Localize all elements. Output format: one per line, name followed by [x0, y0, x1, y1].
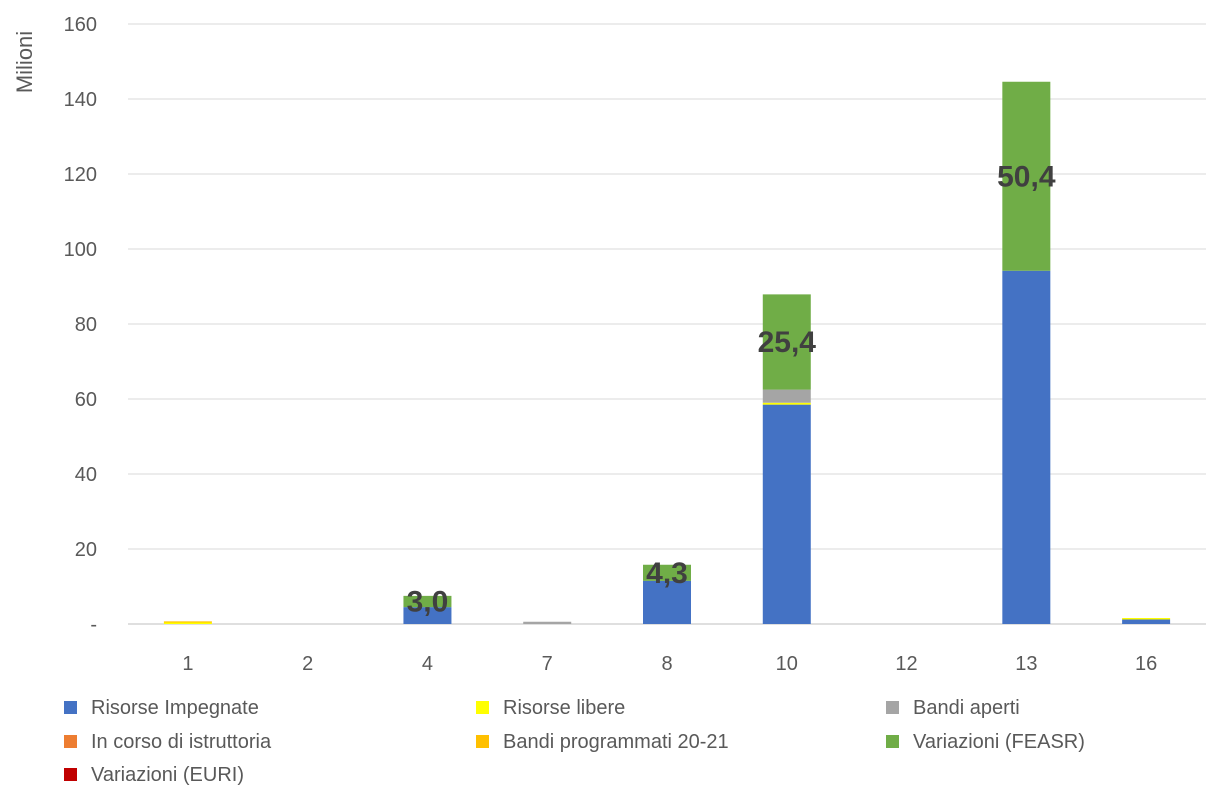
- y-tick-label: 60: [75, 389, 97, 411]
- bar-segment: [1002, 81, 1051, 271]
- x-tick-label: 13: [1015, 653, 1037, 675]
- bar-segment: [163, 622, 212, 624]
- x-tick-label: 16: [1135, 653, 1157, 675]
- y-tick-label: 140: [64, 89, 97, 111]
- bars: [163, 81, 1171, 624]
- y-axis-ticks: - 20 40 60 80 100 120 140 160: [64, 14, 97, 636]
- x-tick-label: 8: [661, 653, 672, 675]
- data-label: 50,4: [997, 160, 1056, 193]
- legend-label: Risorse libere: [503, 697, 625, 719]
- y-tick-label: -: [90, 614, 97, 636]
- bar-segment: [1122, 618, 1171, 620]
- y-tick-label: 120: [64, 164, 97, 186]
- x-tick-label: 12: [895, 653, 917, 675]
- legend-swatch: [476, 701, 489, 714]
- legend-label: In corso di istruttoria: [91, 731, 272, 753]
- bar-segment: [643, 564, 691, 581]
- data-label: 3,0: [407, 586, 449, 619]
- x-tick-label: 7: [542, 653, 553, 675]
- data-label: 4,3: [646, 557, 688, 590]
- x-tick-label: 4: [422, 653, 433, 675]
- gridlines: [128, 23, 1206, 625]
- legend-swatch: [886, 701, 899, 714]
- legend-label: Variazioni (FEASR): [913, 731, 1085, 753]
- x-tick-label: 2: [302, 653, 313, 675]
- legend: Risorse Impegnate Risorse libere Bandi ape…: [64, 697, 1085, 786]
- y-axis-label: Milioni: [12, 31, 37, 93]
- bar-segment: [762, 389, 811, 403]
- data-label: 25,4: [758, 326, 817, 359]
- y-tick-label: 20: [75, 539, 97, 561]
- data-labels: 3,0 4,3 25,4 50,4: [407, 160, 1056, 618]
- legend-label: Bandi programmati 20-21: [503, 731, 729, 753]
- bar-segment: [403, 607, 452, 624]
- y-tick-label: 40: [75, 464, 97, 486]
- legend-swatch: [64, 735, 77, 748]
- y-tick-label: 100: [64, 239, 97, 261]
- bar-segment: [1002, 270, 1051, 624]
- bar-segment: [163, 621, 212, 623]
- y-tick-label: 80: [75, 314, 97, 336]
- legend-label: Bandi aperti: [913, 697, 1020, 719]
- bar-segment: [762, 402, 811, 405]
- legend-swatch: [476, 735, 489, 748]
- legend-swatch: [886, 735, 899, 748]
- bar-segment: [403, 595, 452, 608]
- legend-swatch: [64, 701, 77, 714]
- legend-swatch: [64, 768, 77, 781]
- legend-label: Variazioni (EURI): [91, 764, 244, 786]
- bar-segment: [762, 404, 811, 624]
- x-axis-ticks: 1 2 4 7 8 10 12 13 16: [182, 653, 1157, 675]
- legend-label: Risorse Impegnate: [91, 697, 259, 719]
- y-tick-label: 160: [64, 14, 97, 36]
- bar-segment: [643, 580, 691, 624]
- x-tick-label: 10: [776, 653, 798, 675]
- x-tick-label: 1: [182, 653, 193, 675]
- bar-segment: [523, 621, 572, 624]
- bar-segment: [1122, 619, 1171, 624]
- bar-segment: [762, 294, 811, 390]
